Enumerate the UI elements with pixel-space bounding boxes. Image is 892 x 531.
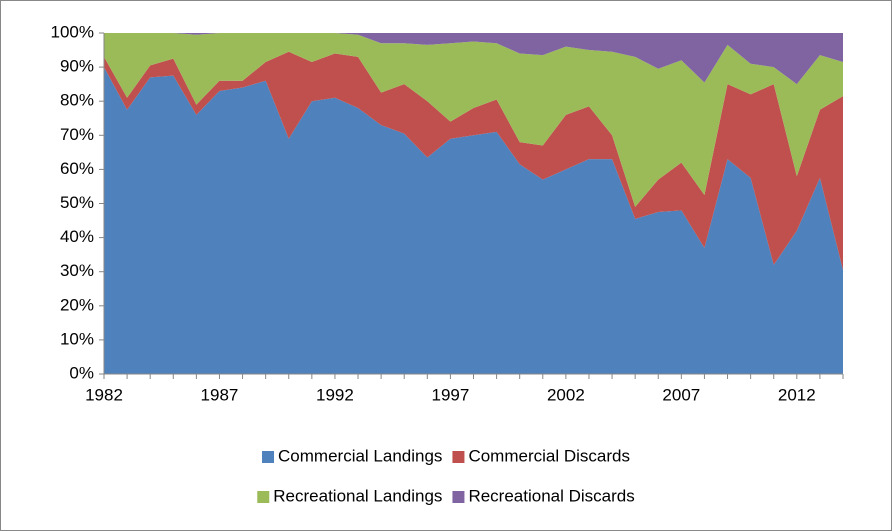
- x-tick-label: 2012: [778, 385, 816, 404]
- y-tick-label: 100%: [51, 22, 94, 41]
- y-tick-label: 50%: [60, 193, 94, 212]
- legend-swatch: [452, 491, 465, 503]
- legend-swatch: [257, 491, 270, 503]
- x-tick-label: 1982: [85, 385, 123, 404]
- y-tick-label: 70%: [60, 125, 94, 144]
- legend-swatch: [262, 451, 275, 463]
- area: [104, 51, 843, 270]
- y-tick-label: 40%: [60, 227, 94, 246]
- legend-label: Commercial Discards: [468, 446, 630, 465]
- x-tick-label: 1987: [201, 385, 239, 404]
- y-tick-label: 90%: [60, 57, 94, 76]
- y-tick-label: 0%: [69, 363, 94, 382]
- legend-label: Recreational Discards: [468, 486, 634, 505]
- x-tick-label: 1997: [431, 385, 469, 404]
- y-tick-label: 80%: [60, 91, 94, 110]
- legend-swatch: [452, 451, 465, 463]
- legend-label: Commercial Landings: [278, 446, 442, 465]
- area: [104, 67, 843, 374]
- legend-label: Recreational Landings: [273, 486, 442, 505]
- area: [104, 33, 843, 207]
- y-tick-label: 20%: [60, 295, 94, 314]
- x-tick-label: 1992: [316, 385, 354, 404]
- y-tick-label: 30%: [60, 261, 94, 280]
- x-tick-label: 2007: [662, 385, 700, 404]
- x-tick-label: 2002: [547, 385, 585, 404]
- y-tick-label: 60%: [60, 159, 94, 178]
- area: [104, 33, 843, 85]
- y-tick-label: 10%: [60, 329, 94, 348]
